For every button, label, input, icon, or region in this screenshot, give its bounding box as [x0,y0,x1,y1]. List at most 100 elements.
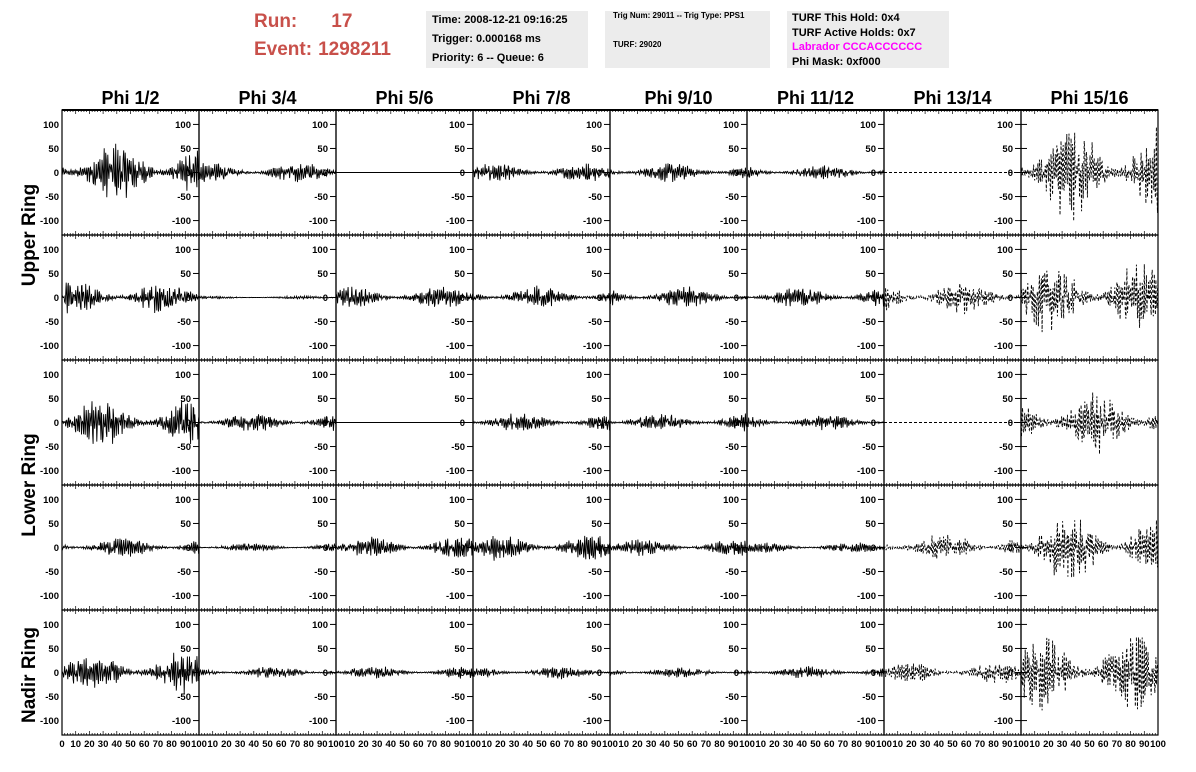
waveform-trace [609,413,748,432]
y-tick-label: -100 [720,466,739,477]
x-tick-label: 10 [481,739,492,750]
x-tick-label: 20 [769,739,780,750]
x-tick-label: 60 [824,739,835,750]
y-tick-label: -50 [862,192,876,203]
y-tick-label: 50 [180,394,191,405]
y-tick-label: -50 [999,442,1013,453]
x-tick-label: 60 [139,739,150,750]
y-tick-label: 100 [175,370,191,381]
y-tick-label: -50 [588,567,602,578]
y-tick-label: 50 [454,394,465,405]
y-tick-label: -50 [862,567,876,578]
x-tick-label: 80 [988,739,999,750]
y-tick-label: -50 [999,317,1013,328]
x-tick-label: 30 [98,739,109,750]
y-tick-label: -50 [451,192,465,203]
waveform-trace [746,542,885,553]
y-tick-label: -50 [314,317,328,328]
y-tick-label: 0 [460,168,465,179]
y-tick-label: -50 [862,442,876,453]
x-tick-label: 50 [673,739,684,750]
y-tick-label: -50 [725,692,739,703]
y-tick-label: 0 [460,418,465,429]
y-tick-label: 100 [449,120,465,131]
y-tick-label: 100 [586,495,602,506]
y-tick-label: 50 [865,269,876,280]
y-tick-label: -50 [45,317,59,328]
y-tick-label: -100 [446,466,465,477]
phi-column-titles: Phi 1/2 Phi 3/4 Phi 5/6 Phi 7/8 Phi 9/10… [62,86,1158,110]
y-tick-label: -50 [451,567,465,578]
x-tick-label: 20 [632,739,643,750]
x-tick-label: 10 [1029,739,1040,750]
y-tick-label: -50 [45,442,59,453]
y-tick-label: 0 [871,418,876,429]
turf-this-hold-text: TURF This Hold: 0x4 [792,12,900,24]
y-tick-label: -100 [994,466,1013,477]
column-title-phi-1-2: Phi 1/2 [101,88,160,108]
x-tick-label: 30 [920,739,931,750]
y-tick-label: 50 [591,144,602,155]
x-tick-label: 20 [906,739,917,750]
x-tick-label: 100 [1013,739,1029,750]
column-title-phi-13-14: Phi 13/14 [913,88,992,108]
x-tick-label: 80 [440,739,451,750]
x-tick-label: 100 [191,739,207,750]
y-tick-label: 50 [317,394,328,405]
column-title-phi-15-16: Phi 15/16 [1050,88,1129,108]
waveform-trace [609,667,748,678]
y-tick-label: -50 [862,317,876,328]
y-tick-label: 50 [591,644,602,655]
x-tick-label: 50 [1084,739,1095,750]
waveform-trace [61,282,200,314]
x-tick-label: 70 [290,739,301,750]
waveform-trace [472,535,611,561]
y-tick-label: 100 [43,370,59,381]
waveform-trace [609,163,748,183]
x-tick-label: 30 [235,739,246,750]
run-event-box: Run: 17 Event: 1298211 [254,8,391,64]
x-tick-label: 10 [344,739,355,750]
waveform-trace [472,163,611,182]
y-tick-label: 100 [860,370,876,381]
y-tick-label: -100 [994,216,1013,227]
y-tick-label: 0 [871,543,876,554]
x-tick-label: 70 [838,739,849,750]
column-title-phi-9-10: Phi 9/10 [644,88,713,108]
x-tick-label: 60 [550,739,561,750]
x-tick-label: 60 [687,739,698,750]
y-tick-label: 50 [591,269,602,280]
y-tick-label: 100 [312,370,328,381]
y-tick-label: -50 [177,317,191,328]
y-tick-label: 100 [312,620,328,631]
x-tick-label: 100 [876,739,892,750]
x-tick-label: 30 [1057,739,1068,750]
x-tick-label: 90 [728,739,739,750]
y-tick-label: 0 [186,293,191,304]
waveform-trace [198,414,337,431]
y-tick-label: -100 [446,716,465,727]
y-tick-label: -100 [994,341,1013,352]
y-tick-label: -50 [451,442,465,453]
y-tick-label: 0 [323,668,328,679]
waveform-panel-frame [1020,609,1159,736]
y-tick-label: 100 [723,370,739,381]
y-tick-label: 100 [449,495,465,506]
trig-num-panel: Trig Num: 29011 -- Trig Type: PPS1 TURF:… [605,11,770,68]
y-tick-label: 50 [1002,519,1013,530]
x-tick-label: 30 [783,739,794,750]
y-tick-label: 50 [48,144,59,155]
x-tick-label: 30 [509,739,520,750]
waveform-trace [1020,392,1159,455]
y-tick-label: 50 [180,144,191,155]
y-tick-label: 50 [728,269,739,280]
y-tick-label: 0 [597,668,602,679]
y-tick-label: 0 [54,168,59,179]
y-tick-label: 0 [54,293,59,304]
y-tick-label: 100 [449,620,465,631]
y-tick-label: 100 [43,495,59,506]
y-tick-label: 100 [723,620,739,631]
column-title-phi-11-12: Phi 11/12 [776,88,855,108]
y-tick-label: 100 [175,620,191,631]
y-tick-label: 0 [734,293,739,304]
